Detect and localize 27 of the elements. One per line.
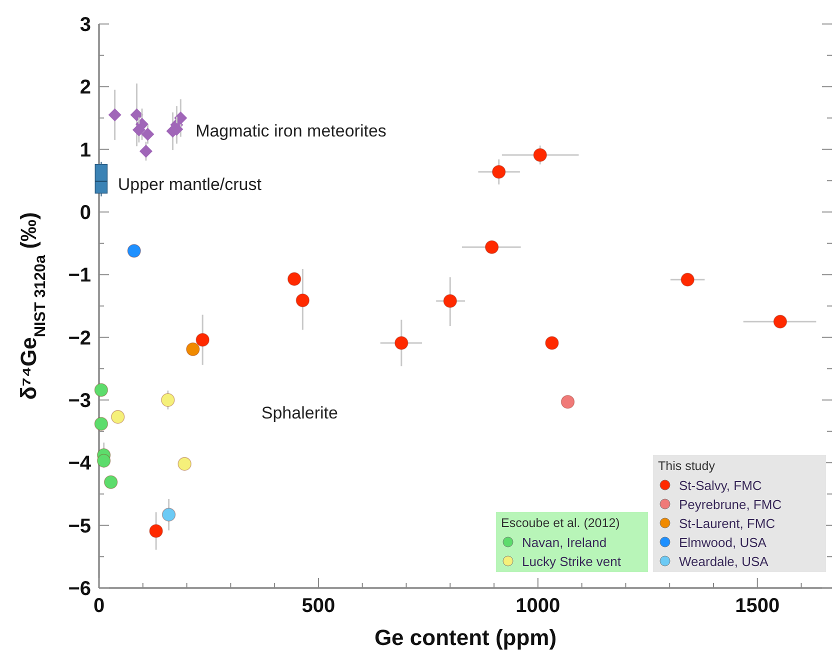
y-tick-label: 1: [80, 139, 91, 162]
y-tick-label: −2: [68, 327, 91, 350]
x-axis-title: Ge content (ppm): [374, 625, 557, 650]
x-tick-label: 1500: [735, 595, 780, 617]
legend-label: St-Laurent, FMC: [679, 516, 776, 531]
y-tick-label: −3: [68, 390, 91, 412]
legend-label: Navan, Ireland: [522, 535, 607, 550]
annotation: Upper mantle/crust: [118, 174, 262, 194]
y-tick-label: 2: [80, 76, 91, 99]
legend-title: This study: [658, 459, 716, 473]
x-tick-label: 500: [302, 595, 336, 617]
annotation: Sphalerite: [261, 403, 338, 422]
legend-label: Peyrebrune, FMC: [679, 497, 782, 512]
legend-label: Weardale, USA: [679, 554, 769, 569]
x-tick-label: 0: [93, 595, 105, 617]
legend-label: Lucky Strike vent: [522, 554, 622, 569]
y-tick-label: 0: [80, 202, 91, 224]
annotation: Magmatic iron meteorites: [196, 121, 386, 140]
legend-label: St-Salvy, FMC: [679, 478, 762, 493]
x-tick-label: 1000: [516, 595, 560, 617]
y-tick-label: −4: [68, 452, 92, 475]
y-tick-label: 3: [80, 14, 91, 36]
y-tick-label: −1: [68, 264, 91, 287]
y-tick-label: −6: [68, 578, 91, 600]
y-tick-label: −5: [68, 515, 91, 538]
annotation: Escoube et al. (2012): [501, 516, 620, 530]
legend-label: Elmwood, USA: [679, 535, 767, 550]
